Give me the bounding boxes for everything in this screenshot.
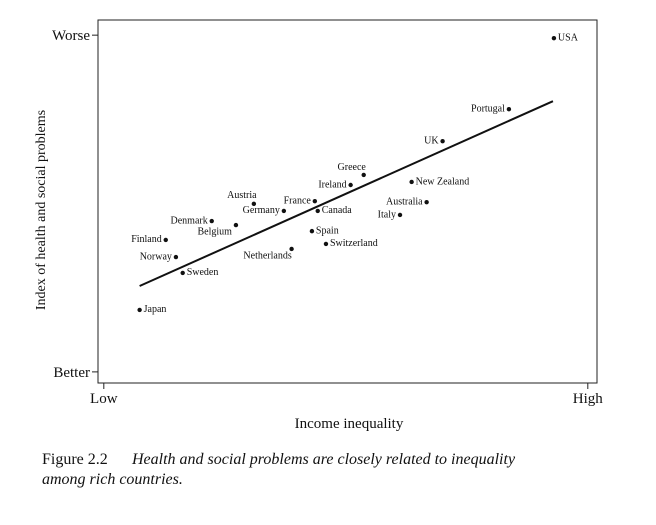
data-point [233,222,239,228]
point-label: Norway [140,251,172,262]
point-label: Australia [386,196,423,207]
point-label: Switzerland [330,238,378,249]
point-label: Ireland [318,179,346,190]
point-label: Denmark [171,215,208,226]
caption-text: Health and social problems are closely r… [131,451,516,468]
data-point [424,199,429,205]
point-label: UK [424,136,439,147]
point-label: Sweden [187,267,219,278]
data-point [551,35,557,41]
data-point [506,107,512,112]
data-point [312,198,318,204]
data-point [315,208,320,214]
x-tick-label: Low [90,391,118,407]
data-point [137,307,142,313]
point-label: Finland [131,234,162,245]
caption-label: Figure 2.2 [42,451,108,468]
point-label: Netherlands [243,250,291,261]
point-label: New Zealand [416,176,470,187]
data-point [440,139,445,144]
data-point [323,241,329,247]
data-point [348,182,353,188]
y-tick-label: Worse [52,28,90,44]
point-label: Japan [144,304,167,315]
data-point [309,228,315,234]
data-point [289,246,294,252]
point-label: Greece [338,162,367,173]
point-label: Germany [243,205,280,216]
point-label: Portugal [471,104,505,115]
data-point [173,254,179,260]
data-point [163,237,168,243]
data-point [209,218,214,224]
caption-text: among rich countries. [42,471,183,488]
x-axis-title: Income inequality [295,416,404,432]
data-point [281,208,287,214]
trend-line [139,100,554,287]
x-tick-label: High [573,391,604,407]
data-point [180,270,185,276]
point-label: USA [558,32,579,43]
point-label: Italy [378,209,396,220]
data-point [409,179,414,185]
data-point [251,201,257,207]
point-label: Spain [316,225,339,236]
point-label: France [284,195,312,206]
data-point [361,172,366,178]
y-tick-label: Better [53,365,90,381]
point-label: Belgium [197,226,232,237]
y-axis-title: Index of health and social problems [34,110,49,310]
point-label: Canada [322,205,353,216]
point-label: Austria [227,190,257,201]
plot-frame [97,19,598,384]
data-point [397,212,403,218]
